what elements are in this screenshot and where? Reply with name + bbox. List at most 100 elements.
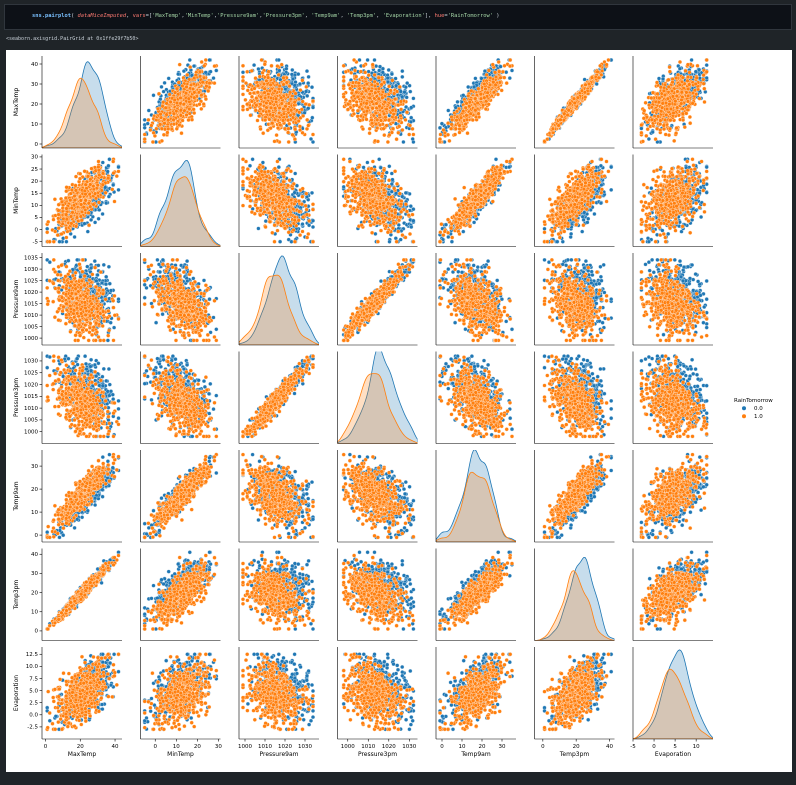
point-1 bbox=[188, 65, 193, 70]
point-1 bbox=[264, 105, 269, 110]
code-token: , bbox=[259, 13, 262, 19]
point-1 bbox=[496, 59, 501, 65]
point-1 bbox=[346, 102, 351, 107]
point-1 bbox=[283, 104, 288, 109]
point-1 bbox=[142, 132, 147, 137]
point-0 bbox=[276, 57, 281, 63]
point-1 bbox=[258, 126, 263, 132]
point-0 bbox=[187, 57, 192, 63]
point-1 bbox=[272, 117, 278, 122]
point-1 bbox=[258, 94, 263, 99]
point-1 bbox=[267, 109, 272, 114]
point-1 bbox=[154, 126, 159, 131]
point-1 bbox=[341, 78, 346, 83]
point-1 bbox=[386, 118, 392, 123]
point-1 bbox=[258, 102, 263, 107]
point-1 bbox=[249, 94, 255, 99]
point-1 bbox=[481, 103, 486, 108]
point-0 bbox=[142, 117, 147, 122]
point-1 bbox=[303, 102, 308, 107]
point-1 bbox=[383, 115, 388, 120]
point-1 bbox=[475, 100, 480, 106]
point-1 bbox=[307, 102, 312, 107]
point-0 bbox=[207, 57, 212, 63]
point-1 bbox=[164, 101, 169, 106]
point-1 bbox=[270, 113, 275, 118]
code-token: , bbox=[305, 13, 312, 19]
point-1 bbox=[354, 90, 359, 95]
point-1 bbox=[297, 124, 302, 129]
point-1 bbox=[173, 90, 178, 95]
point-1 bbox=[274, 133, 279, 138]
code-token: 'Temp3pm' bbox=[347, 13, 376, 19]
point-0 bbox=[290, 67, 295, 73]
point-1 bbox=[473, 114, 479, 120]
point-0 bbox=[214, 68, 219, 73]
point-1 bbox=[199, 106, 204, 111]
point-1 bbox=[372, 83, 378, 88]
point-1 bbox=[364, 117, 369, 122]
point-1 bbox=[305, 117, 310, 122]
code-cell[interactable]: sns.pairplot( dataMiceImputed, vars=['Ma… bbox=[4, 4, 792, 30]
point-1 bbox=[277, 105, 282, 111]
point-1 bbox=[186, 96, 191, 101]
point-1 bbox=[279, 95, 284, 100]
point-1 bbox=[457, 126, 462, 132]
point-1 bbox=[267, 88, 272, 93]
point-1 bbox=[369, 117, 374, 123]
point-1 bbox=[248, 82, 253, 87]
point-1 bbox=[397, 124, 402, 129]
point-1 bbox=[382, 111, 387, 116]
point-0 bbox=[385, 75, 390, 81]
point-1 bbox=[447, 138, 452, 143]
point-1 bbox=[341, 63, 346, 68]
point-1 bbox=[507, 64, 513, 69]
point-1 bbox=[542, 139, 547, 144]
point-0 bbox=[386, 67, 391, 73]
point-1 bbox=[189, 117, 195, 122]
point-1 bbox=[499, 88, 504, 93]
code-token: 'RainTomorrow' bbox=[448, 13, 493, 19]
point-0 bbox=[159, 84, 164, 89]
point-1 bbox=[358, 113, 364, 119]
point-1 bbox=[393, 115, 398, 120]
point-1 bbox=[453, 126, 458, 131]
point-1 bbox=[184, 84, 189, 89]
point-1 bbox=[404, 110, 410, 115]
point-1 bbox=[180, 83, 185, 88]
point-1 bbox=[377, 112, 382, 118]
code-line[interactable]: sns.pairplot( dataMiceImputed, vars=['Ma… bbox=[32, 13, 500, 19]
point-1 bbox=[243, 97, 248, 102]
point-1 bbox=[604, 62, 609, 67]
point-1 bbox=[386, 97, 391, 102]
point-1 bbox=[171, 122, 176, 127]
point-1 bbox=[281, 118, 286, 123]
point-1 bbox=[398, 99, 403, 104]
point-1 bbox=[582, 90, 587, 95]
point-1 bbox=[450, 117, 455, 122]
panel-MaxTemp-vs-Pressure3pm bbox=[337, 56, 418, 149]
point-1 bbox=[286, 126, 291, 131]
point-1 bbox=[355, 108, 360, 113]
point-1 bbox=[388, 88, 393, 93]
point-1 bbox=[349, 70, 354, 75]
point-0 bbox=[403, 85, 408, 90]
point-1 bbox=[358, 118, 363, 123]
point-1 bbox=[359, 75, 365, 80]
point-1 bbox=[269, 63, 274, 68]
code-token: , bbox=[340, 13, 347, 19]
point-0 bbox=[162, 80, 167, 85]
point-0 bbox=[402, 90, 407, 95]
point-1 bbox=[185, 72, 190, 77]
point-1 bbox=[483, 86, 488, 92]
point-1 bbox=[355, 94, 360, 99]
point-1 bbox=[263, 95, 268, 100]
point-1 bbox=[598, 63, 603, 68]
point-0 bbox=[303, 89, 309, 94]
point-1 bbox=[403, 117, 408, 122]
point-0 bbox=[166, 76, 171, 81]
point-1 bbox=[192, 95, 197, 100]
point-1 bbox=[375, 125, 380, 131]
point-1 bbox=[364, 109, 369, 114]
point-1 bbox=[396, 130, 401, 135]
